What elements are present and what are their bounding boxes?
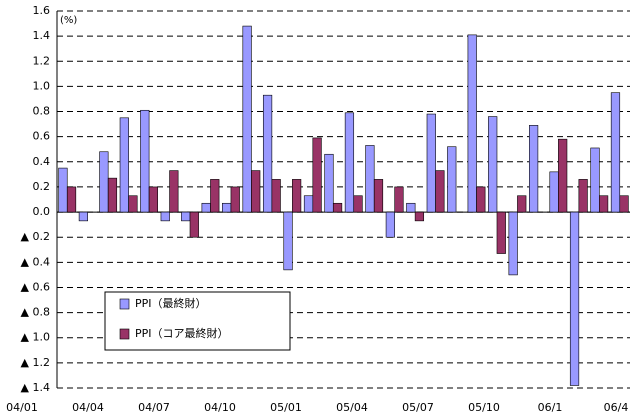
y-tick-label: 0.8 [33, 105, 51, 118]
bar [58, 167, 68, 213]
legend-swatch [119, 298, 130, 310]
bar [394, 186, 404, 213]
y-tick-label: ▲ 0.2 [21, 230, 50, 243]
legend-label: PPI（コア最終財） [135, 326, 229, 340]
bar [160, 211, 170, 222]
x-tick-label: 06/1 [538, 401, 563, 414]
bar [169, 170, 179, 213]
bar [488, 116, 498, 213]
bar [107, 177, 118, 213]
bar [447, 146, 457, 213]
bar [578, 179, 588, 213]
bar [414, 211, 425, 222]
bar [283, 211, 293, 271]
bar [610, 92, 621, 213]
y-tick-label: 1.4 [33, 29, 51, 42]
bar [529, 125, 539, 213]
bar [373, 179, 384, 213]
bar [558, 138, 568, 213]
bar [569, 211, 580, 386]
y-tick-label: 0.4 [33, 155, 51, 168]
bar [119, 117, 129, 213]
legend-box [104, 291, 291, 351]
legend-label: PPI（最終財） [135, 296, 207, 310]
bar [140, 109, 150, 213]
bar [78, 211, 88, 222]
x-tick-label: 04/04 [72, 401, 104, 414]
bar [251, 170, 261, 213]
y-tick-label: 0.2 [33, 180, 51, 193]
bar [148, 186, 158, 213]
bar [365, 145, 375, 213]
y-tick-label: 1.0 [33, 79, 51, 92]
y-tick-label: ▲ 1.0 [21, 331, 50, 344]
bar [312, 137, 322, 213]
x-tick-label: 05/04 [336, 401, 368, 414]
y-tick-label: 1.6 [33, 4, 51, 17]
bar [496, 211, 506, 254]
bar [467, 34, 477, 213]
y-tick-label: ▲ 1.4 [21, 381, 50, 394]
bar [210, 179, 220, 213]
x-tick-label: 04/10 [204, 401, 236, 414]
y-tick-label: ▲ 0.6 [21, 280, 50, 293]
bar [517, 195, 527, 213]
bar [508, 211, 518, 276]
x-tick-label: 06/4 [604, 401, 629, 414]
bar [189, 211, 199, 238]
x-tick-label: 05/01 [270, 401, 302, 414]
bar [590, 147, 600, 213]
bar [271, 179, 281, 213]
legend-swatch [119, 328, 130, 340]
bar [426, 113, 436, 213]
bar [303, 195, 314, 213]
y-tick-label: ▲ 1.2 [21, 356, 50, 369]
bar [262, 94, 273, 213]
bar [222, 202, 232, 213]
x-tick-label: 04/07 [138, 401, 170, 414]
unit-label: (%) [60, 15, 77, 26]
bar [332, 202, 343, 213]
bar [619, 195, 629, 213]
bar [128, 195, 138, 213]
bar [549, 171, 559, 213]
y-tick-label: 0.0 [33, 205, 51, 218]
x-tick-label: 05/10 [468, 401, 500, 414]
bar [344, 112, 355, 213]
bar [292, 179, 302, 213]
bar [406, 202, 416, 213]
bar [353, 195, 363, 213]
bar [476, 186, 486, 213]
bar [324, 153, 334, 213]
x-tick-label: 05/07 [402, 401, 434, 414]
y-tick-label: 0.6 [33, 130, 51, 143]
bar [385, 211, 395, 238]
y-tick-label: ▲ 0.8 [21, 306, 50, 319]
bar [99, 151, 109, 213]
bar [599, 195, 609, 213]
bar [242, 25, 252, 213]
bar [230, 186, 240, 213]
bar [66, 186, 77, 213]
y-tick-label: 1.2 [33, 54, 51, 67]
x-tick-label: 04/01 [6, 401, 38, 414]
bar [181, 211, 191, 222]
y-tick-label: ▲ 0.4 [21, 255, 50, 268]
bar [201, 202, 211, 213]
bar [435, 170, 445, 213]
